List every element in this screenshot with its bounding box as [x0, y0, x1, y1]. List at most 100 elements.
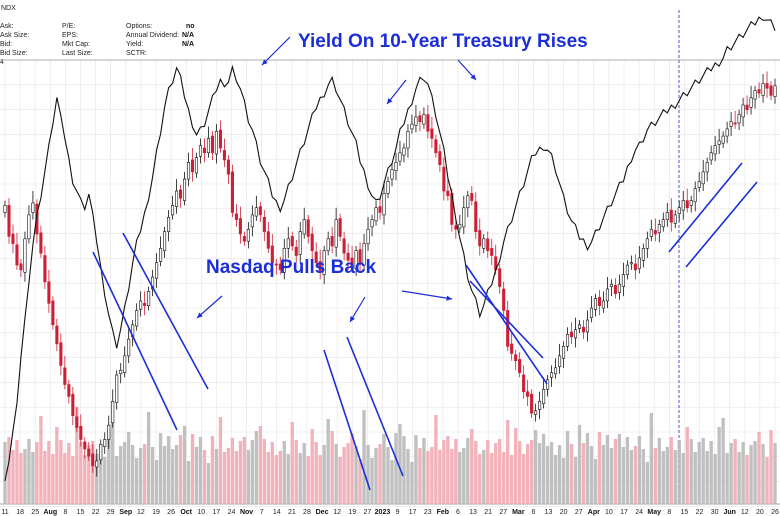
volume-bar [314, 442, 318, 504]
info-dividend-value: N/A [182, 32, 194, 39]
candle-body [55, 325, 59, 345]
candle-body [657, 224, 661, 234]
x-tick-label: Oct [180, 509, 192, 516]
volume-bar [561, 458, 566, 504]
candle-body [765, 83, 769, 89]
volume-bar [689, 439, 693, 504]
candle-body [79, 426, 83, 440]
x-tick-label: 27 [575, 509, 583, 516]
volume-bar [506, 420, 510, 504]
x-tick-label: 20 [756, 509, 764, 516]
x-tick-label: 6 [456, 509, 460, 516]
trend-line [668, 162, 743, 253]
volume-bar [226, 448, 231, 504]
candle-body [649, 228, 653, 237]
x-tick-label: 19 [348, 509, 356, 516]
x-tick-label: Nov [240, 509, 253, 516]
candle-body [713, 145, 717, 155]
volume-bar [454, 439, 458, 504]
candle-body [318, 261, 322, 273]
volume-bar [306, 456, 310, 504]
volume-bar [378, 444, 382, 504]
candle-body [123, 355, 127, 373]
candle-body [59, 342, 63, 366]
candle-body [306, 219, 310, 237]
x-axis-ticks: 11 18 25 Aug 8 15 22 29 Sep 12 19 26 Oct 10 17 24 Nov 7 14… [1, 509, 779, 516]
volume-bar [685, 427, 689, 504]
volume-bar [238, 441, 243, 504]
volume-bar [7, 437, 11, 504]
volume-bar [154, 460, 159, 504]
candle-body [15, 244, 19, 266]
volume-bar [390, 460, 394, 504]
info-yield-label: Yield: [126, 41, 143, 48]
candle-body [554, 367, 558, 375]
volume-bar [3, 442, 7, 504]
x-tick-label: Apr [588, 509, 600, 516]
volume-bar [665, 447, 669, 504]
volume-bar [350, 433, 354, 504]
volume-bar [498, 439, 502, 504]
volume-bar [134, 458, 139, 504]
candle-body [773, 85, 777, 97]
volume-bar [410, 462, 414, 504]
volume-bar [430, 447, 434, 504]
candle-body [370, 219, 374, 228]
volume-bar [246, 450, 251, 504]
candle-body [234, 213, 238, 220]
candle-body [51, 300, 55, 326]
volume-bar [19, 453, 23, 504]
x-tick-label: 12 [137, 509, 145, 516]
volume-bar [553, 455, 558, 504]
volume-bar [99, 444, 103, 504]
x-tick-label: Aug [43, 509, 57, 516]
volume-bar [386, 447, 390, 504]
volume-bar [533, 430, 538, 504]
volume-bar [39, 416, 43, 504]
candle-body [139, 300, 143, 310]
info-ask-size-label: Ask Size: [0, 32, 29, 39]
candle-body [11, 233, 15, 244]
x-tick-label: 29 [107, 509, 115, 516]
volume-bar [15, 440, 19, 504]
volume-bar [589, 446, 594, 504]
candle-body [258, 206, 262, 216]
candle-body [314, 251, 318, 263]
info-dividend-label: Annual Dividend: [126, 32, 179, 39]
candle-body [71, 393, 75, 416]
volume-bar [581, 443, 586, 504]
info-ask-label: Ask: [0, 23, 14, 30]
candle-body [645, 238, 649, 249]
candle-body [613, 285, 617, 295]
x-tick-label: 7 [260, 509, 264, 516]
volume-bar [537, 443, 542, 504]
candle-body [490, 248, 494, 256]
x-tick-label: 20 [560, 509, 568, 516]
candle-body [462, 207, 466, 228]
volume-bar [126, 432, 131, 504]
volume-bar [541, 434, 546, 504]
volume-bar [198, 437, 203, 504]
volume-bar [330, 431, 334, 504]
candle-body [222, 150, 226, 161]
candle-body [31, 202, 35, 213]
volume-bar [681, 453, 685, 504]
volume-bar [202, 450, 207, 504]
candle-body [202, 147, 207, 154]
candle-body [753, 90, 757, 100]
volume-bar [322, 445, 326, 504]
candle-body [625, 264, 629, 275]
volume-bar [334, 444, 338, 504]
candle-body [135, 310, 139, 327]
candle-body [558, 355, 562, 367]
volume-bar [434, 415, 438, 504]
candle-body [87, 448, 91, 457]
volume-bar [146, 412, 151, 504]
candle-body [362, 243, 366, 266]
candle-body [326, 238, 330, 252]
candle-body [717, 140, 721, 145]
volume-bar [593, 459, 598, 504]
candle-body [310, 233, 314, 252]
volume-bar [354, 446, 358, 504]
